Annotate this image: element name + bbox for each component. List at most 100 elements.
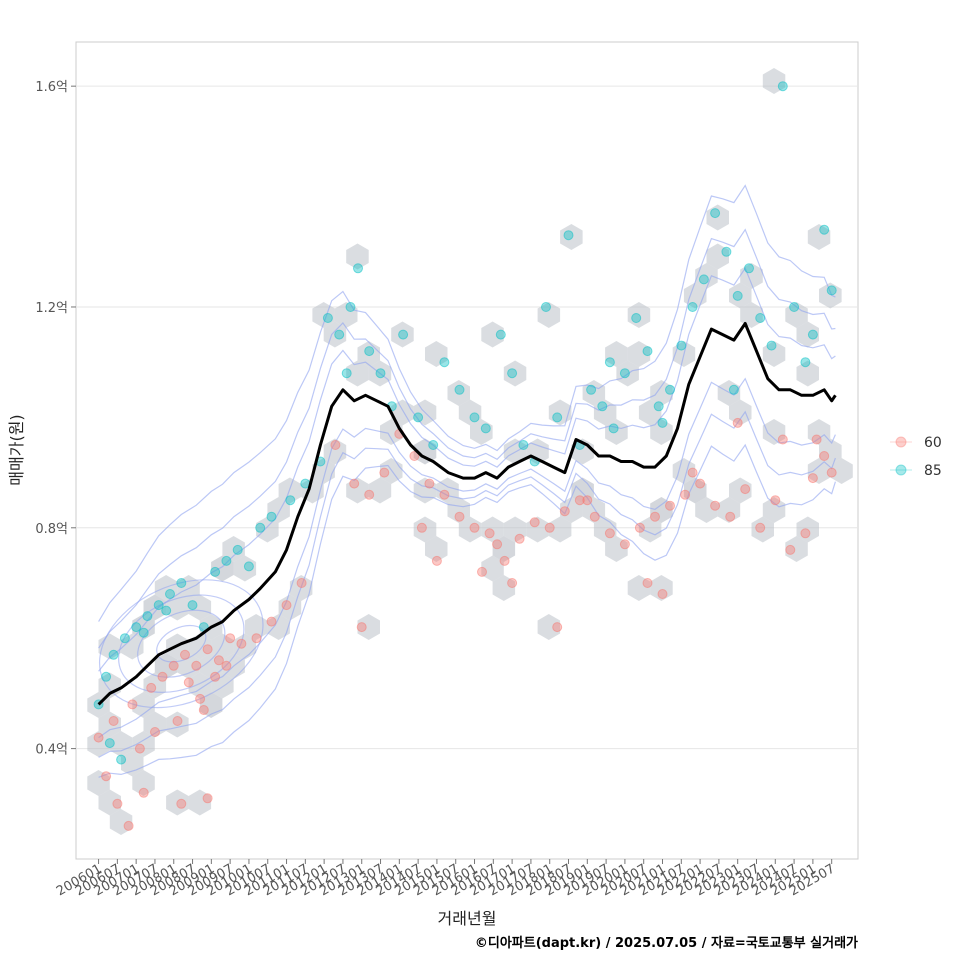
- data-point-60: [134, 743, 145, 754]
- hexbin-cell: [334, 302, 358, 328]
- hexbin-cell: [807, 224, 831, 250]
- data-point-85: [398, 329, 409, 340]
- data-point-60: [732, 417, 743, 428]
- data-point-85: [604, 357, 615, 368]
- data-point-60: [740, 484, 751, 495]
- data-point-60: [650, 511, 660, 522]
- hexbin-cell: [413, 516, 437, 543]
- hexbin-cell: [729, 477, 752, 504]
- hexbin-cell: [470, 419, 493, 445]
- hexbin-cell: [98, 711, 121, 738]
- data-point-60: [213, 655, 224, 666]
- data-point-85: [721, 246, 732, 257]
- data-point-85: [597, 401, 608, 412]
- data-point-85: [232, 544, 243, 555]
- data-point-60: [800, 528, 811, 539]
- data-point-60: [680, 489, 691, 500]
- data-point-85: [755, 313, 766, 323]
- data-point-85: [131, 622, 142, 633]
- data-point-85: [375, 368, 386, 379]
- data-point-60: [469, 522, 480, 533]
- data-point-85: [101, 671, 112, 682]
- data-point-85: [353, 263, 363, 274]
- y-axis-title: 매매가(원): [7, 414, 26, 485]
- data-point-60: [356, 622, 367, 633]
- hexbin-cell: [819, 438, 842, 465]
- data-point-60: [195, 693, 206, 704]
- hexbin-cell: [346, 243, 369, 270]
- hexbin-cell: [87, 770, 110, 796]
- data-point-60: [176, 798, 187, 809]
- hexbin-cell: [762, 341, 786, 367]
- hexbin-cell: [492, 536, 516, 562]
- data-point-85: [138, 627, 149, 638]
- data-point-85: [495, 329, 506, 340]
- hexbin-cell: [706, 243, 729, 270]
- data-point-60: [379, 467, 390, 478]
- hexbin-cell: [537, 302, 561, 328]
- data-point-60: [138, 787, 149, 798]
- data-point-85: [176, 578, 187, 588]
- data-point-85: [469, 412, 480, 423]
- hexbin-cell: [785, 302, 808, 328]
- data-point-60: [127, 699, 138, 710]
- hexbin-cell: [537, 614, 561, 640]
- data-point-85: [108, 649, 119, 660]
- data-point-60: [777, 434, 788, 445]
- data-point-85: [345, 302, 356, 312]
- data-point-60: [710, 500, 721, 511]
- hexbin-cell: [560, 224, 583, 250]
- hexbin-cell: [548, 399, 572, 426]
- data-point-85: [744, 263, 754, 274]
- data-point-60: [642, 578, 653, 588]
- hexbin-cell: [132, 770, 155, 796]
- data-point-60: [364, 489, 375, 500]
- data-point-85: [221, 555, 232, 566]
- hexbin-cell: [672, 458, 696, 484]
- density-contour: [98, 267, 836, 672]
- y-tick-label: 1.2억: [35, 301, 68, 316]
- data-point-60: [251, 633, 262, 644]
- hexbin-cell: [166, 711, 189, 738]
- plot-background: [75, 41, 859, 860]
- density-contour: [98, 228, 836, 649]
- data-point-60: [619, 539, 630, 550]
- hexbin-cell: [98, 789, 121, 816]
- data-point-60: [168, 660, 179, 671]
- data-point-85: [631, 313, 642, 323]
- legend-swatch-85: [895, 464, 907, 476]
- data-point-60: [665, 500, 675, 511]
- hexbin-cell: [425, 536, 448, 562]
- hexbin-cell: [706, 204, 729, 231]
- data-point-60: [112, 798, 123, 809]
- legend-swatch-60: [895, 436, 907, 448]
- data-point-85: [687, 302, 698, 312]
- data-point-60: [484, 528, 495, 539]
- hexbin-cell: [751, 516, 774, 543]
- hexbin-cell: [503, 360, 527, 387]
- data-point-60: [225, 633, 236, 644]
- data-point-60: [582, 495, 593, 506]
- data-point-85: [413, 412, 424, 423]
- data-point-60: [657, 589, 668, 599]
- data-point-85: [619, 368, 630, 379]
- data-point-60: [123, 820, 134, 831]
- y-axis-ticks: 0.4억 0.8억 1.2억 1.6억: [35, 80, 76, 758]
- data-point-85: [657, 417, 668, 428]
- hexbin-cell: [683, 477, 707, 504]
- x-axis-title: 거래년월: [438, 909, 497, 928]
- data-point-60: [236, 638, 247, 649]
- data-point-85: [541, 302, 551, 312]
- data-point-85: [732, 290, 743, 301]
- data-point-60: [687, 467, 698, 478]
- data-point-60: [695, 478, 706, 489]
- hexbin-cell: [132, 692, 155, 718]
- data-point-60: [101, 771, 112, 782]
- hexbin-cell: [503, 516, 527, 543]
- data-point-60: [559, 506, 570, 517]
- hexbin-cell: [391, 321, 414, 348]
- hexbin-cell: [109, 809, 133, 835]
- hexbin-cell: [256, 516, 279, 543]
- data-point-85: [187, 600, 198, 611]
- data-point-85: [454, 384, 465, 395]
